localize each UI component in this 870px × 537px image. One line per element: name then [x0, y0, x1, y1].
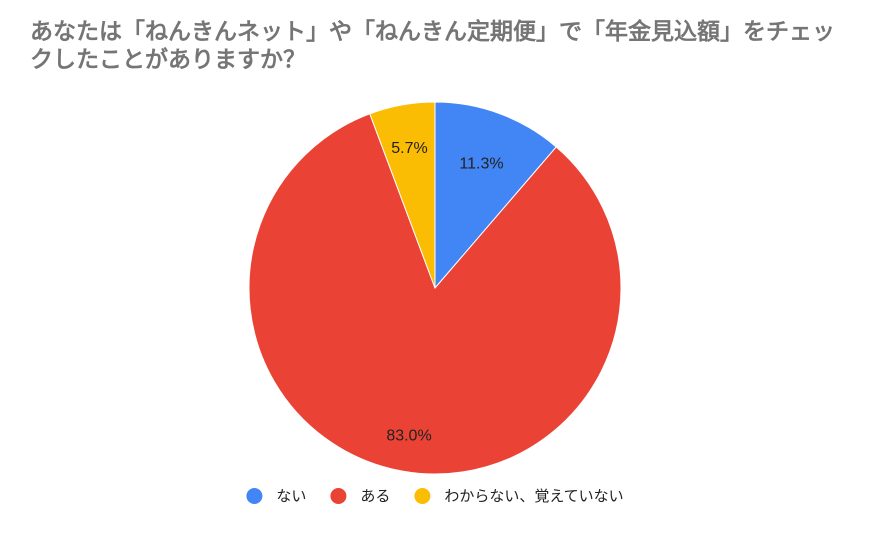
legend-item-2: ある [330, 487, 390, 505]
pie-slices [248, 101, 622, 475]
legend-marker-2 [330, 488, 347, 504]
legend-label-1: ない [276, 487, 306, 505]
chart-title: あなたは「ねんきんネット」や「ねんきん定期便」で「年金見込額」をチェックしたこと… [30, 19, 835, 73]
legend: ない ある わからない、覚えていない [246, 487, 624, 505]
slice-1 [434, 101, 557, 290]
legend-item-3: わからない、覚えていない [414, 487, 624, 505]
pie-labels: 11.3% 83.0% 5.7% [386, 140, 503, 444]
legend-marker-1 [246, 488, 263, 504]
slice-2 [248, 113, 622, 475]
slice-label-3: 5.7% [391, 140, 427, 157]
legend-label-3: わからない、覚えていない [444, 487, 623, 505]
slice-3 [369, 101, 436, 289]
legend-marker-3 [414, 488, 431, 504]
slice-label-1: 11.3% [459, 155, 503, 172]
legend-item-1: ない [246, 487, 306, 505]
legend-label-2: ある [360, 487, 390, 505]
slice-label-2: 83.0% [386, 428, 431, 445]
